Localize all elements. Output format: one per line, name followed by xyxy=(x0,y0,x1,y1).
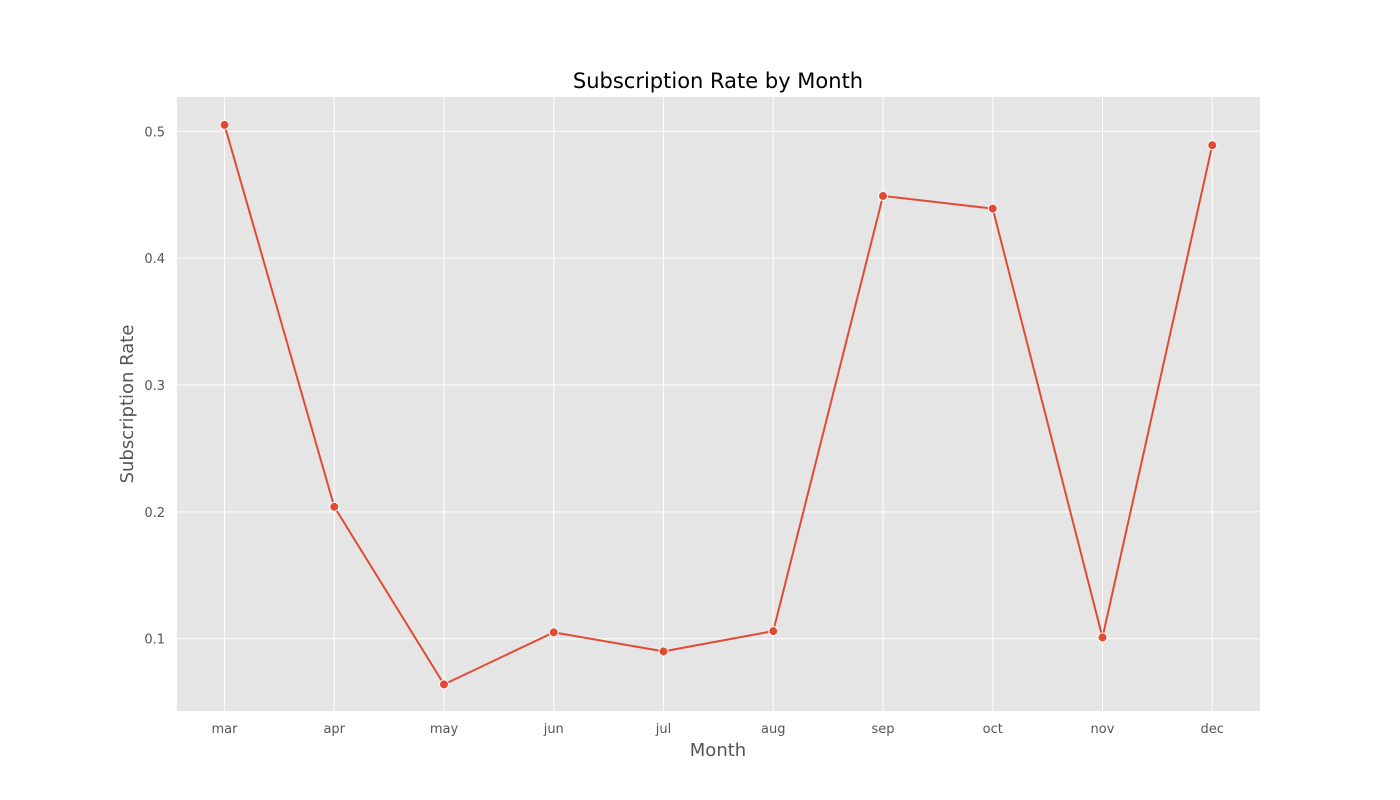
plot-background xyxy=(177,97,1260,711)
x-tick-label: aug xyxy=(761,722,785,737)
data-point xyxy=(987,203,998,214)
data-point xyxy=(219,119,230,130)
series-layer xyxy=(219,119,1218,690)
y-tick-label: 0.4 xyxy=(144,252,165,267)
x-tick-label: jul xyxy=(655,722,671,737)
x-tick-label: mar xyxy=(212,722,239,737)
y-tick-label: 0.1 xyxy=(144,633,165,648)
y-tick-label: 0.2 xyxy=(144,506,165,521)
y-axis-label: Subscription Rate xyxy=(117,325,138,484)
data-point xyxy=(548,627,559,638)
data-point xyxy=(439,679,449,690)
x-tick-label: sep xyxy=(871,722,894,737)
grid xyxy=(177,97,1260,711)
x-tick-label: jun xyxy=(543,722,564,737)
data-point xyxy=(329,501,340,512)
tick-labels: mar apr may jun jul aug sep oct nov dec 0.1 0.2 0.3 0… xyxy=(144,125,1224,737)
data-point xyxy=(878,190,888,201)
x-tick-label: dec xyxy=(1201,722,1224,737)
x-tick-label: nov xyxy=(1091,722,1115,737)
x-axis-label: Month xyxy=(690,740,746,761)
y-tick-label: 0.5 xyxy=(144,125,165,140)
chart-title: Subscription Rate by Month xyxy=(573,69,863,93)
data-point xyxy=(1097,632,1108,643)
data-point xyxy=(658,646,669,657)
data-point xyxy=(768,626,779,637)
series-line xyxy=(223,124,1214,686)
y-tick-label: 0.3 xyxy=(144,379,165,394)
x-tick-label: apr xyxy=(323,722,345,737)
x-tick-label: oct xyxy=(983,722,1003,737)
data-point xyxy=(1207,140,1218,151)
x-tick-label: may xyxy=(430,722,459,737)
